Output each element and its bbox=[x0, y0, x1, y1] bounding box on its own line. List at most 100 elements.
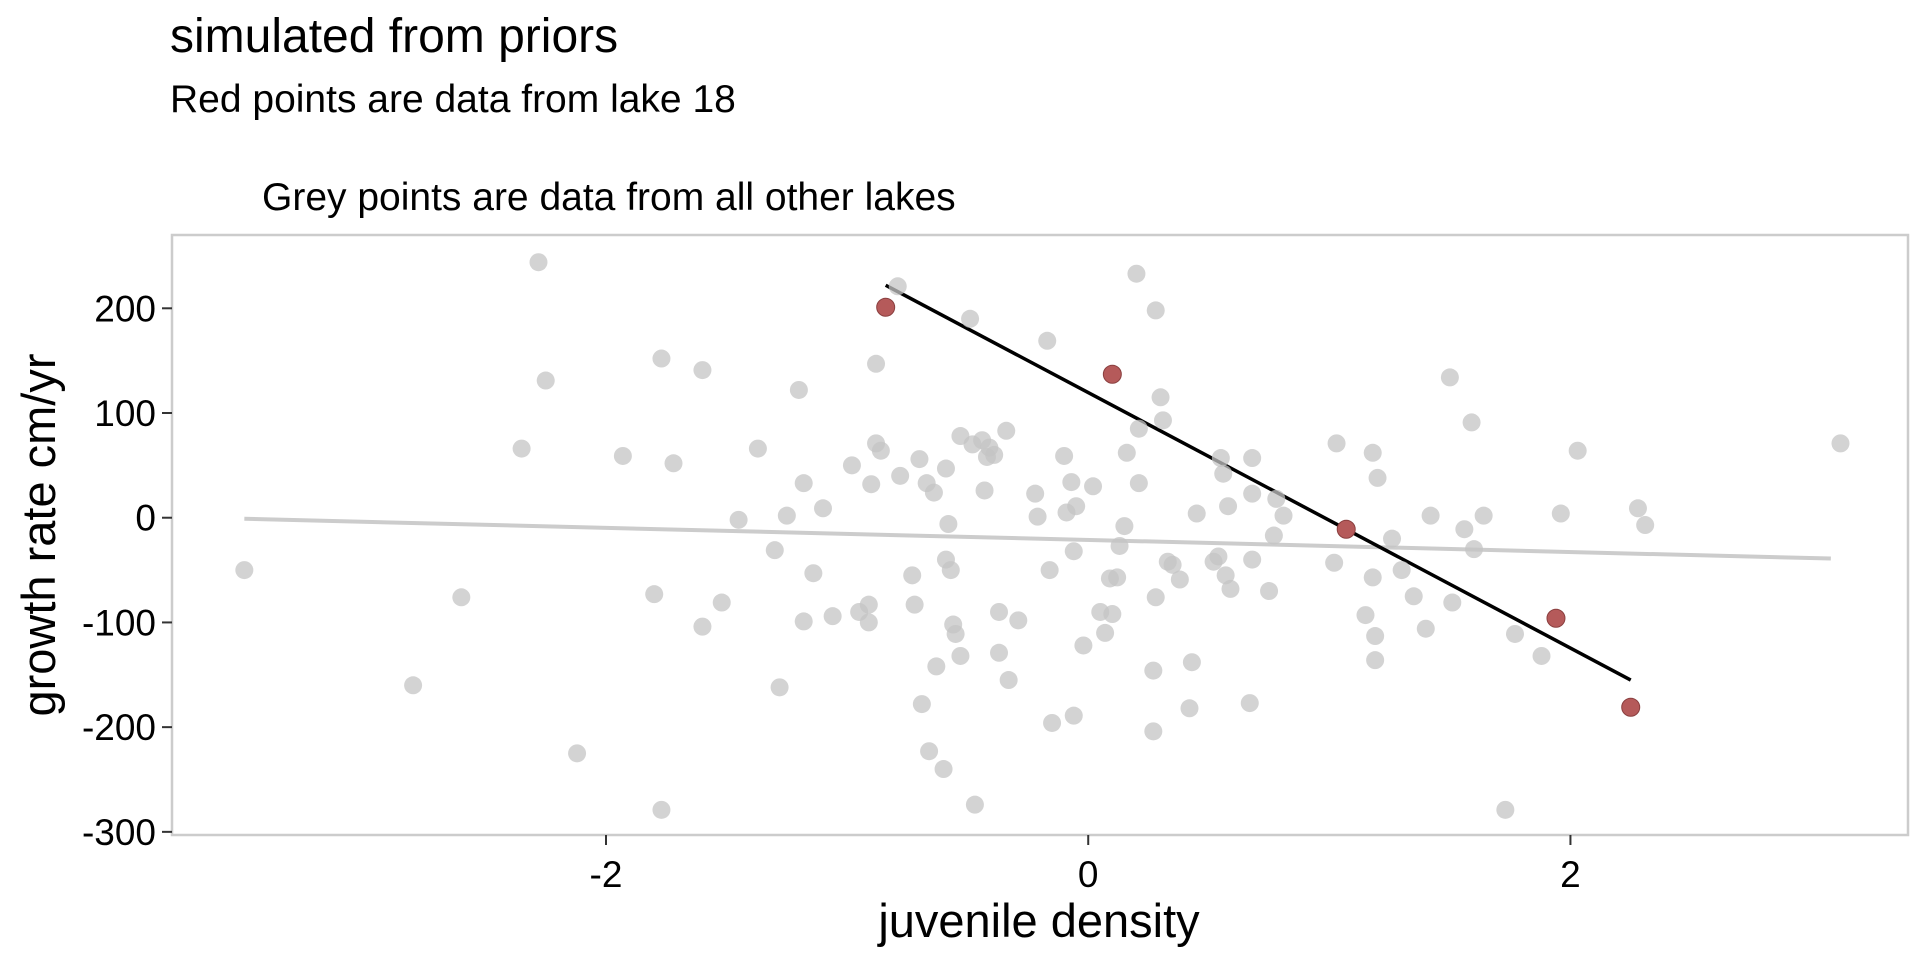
other-lake-point bbox=[1062, 473, 1081, 492]
other-lake-point bbox=[936, 459, 955, 478]
other-lake-point bbox=[934, 760, 953, 779]
other-lake-point bbox=[1009, 611, 1028, 630]
lake-18-point bbox=[1621, 697, 1641, 717]
other-lake-point bbox=[512, 439, 531, 458]
other-lake-point bbox=[1532, 646, 1551, 665]
other-lake-point bbox=[1144, 661, 1163, 680]
other-lake-point bbox=[941, 561, 960, 580]
other-lake-point bbox=[1474, 506, 1493, 525]
other-lake-point bbox=[1568, 441, 1587, 460]
other-lake-point bbox=[999, 671, 1018, 690]
other-lake-point bbox=[652, 349, 671, 368]
other-lake-point bbox=[1366, 627, 1385, 646]
other-lake-point bbox=[1356, 606, 1375, 625]
other-lake-point bbox=[1831, 434, 1850, 453]
other-lake-point bbox=[823, 607, 842, 626]
other-lake-point bbox=[804, 564, 823, 583]
other-lake-point bbox=[1129, 474, 1148, 493]
other-lake-point bbox=[975, 481, 994, 500]
other-lake-point bbox=[1363, 568, 1382, 587]
other-lake-point bbox=[997, 421, 1016, 440]
y-axis-label: growth rate cm/yr bbox=[12, 353, 65, 716]
other-lake-point bbox=[951, 646, 970, 665]
y-tick-label: 100 bbox=[94, 393, 156, 434]
other-lake-point bbox=[1219, 497, 1238, 516]
other-lake-point bbox=[1055, 446, 1074, 465]
other-lake-point bbox=[1274, 506, 1293, 525]
other-lake-point bbox=[404, 676, 423, 695]
other-lake-point bbox=[842, 456, 861, 475]
other-lake-point bbox=[536, 371, 555, 390]
lake-18-point bbox=[1102, 364, 1122, 384]
other-lake-point bbox=[1392, 561, 1411, 580]
other-lake-point bbox=[1103, 605, 1122, 624]
other-lake-point bbox=[946, 624, 965, 643]
other-lake-point bbox=[1636, 516, 1655, 535]
other-lake-point bbox=[693, 617, 712, 636]
other-lake-point bbox=[652, 800, 671, 819]
other-lake-point bbox=[1180, 699, 1199, 718]
other-lake-point bbox=[1404, 587, 1423, 606]
other-lake-point bbox=[985, 445, 1004, 464]
other-lake-point bbox=[777, 506, 796, 525]
other-lake-point bbox=[1327, 434, 1346, 453]
other-lake-point bbox=[1127, 264, 1146, 283]
chart-subtitle: Red points are data from lake 18 bbox=[170, 78, 736, 121]
other-lake-point bbox=[1443, 593, 1462, 612]
other-lake-point bbox=[664, 454, 683, 473]
inner-title: Grey points are data from all other lake… bbox=[262, 176, 956, 219]
other-lake-point bbox=[1267, 489, 1286, 508]
other-lakes-points bbox=[235, 253, 1850, 819]
other-lake-point bbox=[1260, 582, 1279, 601]
other-lake-point bbox=[1465, 540, 1483, 559]
other-lake-point bbox=[1366, 651, 1385, 670]
other-lake-point bbox=[1115, 517, 1134, 536]
other-lake-point bbox=[1146, 588, 1165, 607]
other-lake-point bbox=[789, 380, 808, 399]
other-lake-point bbox=[1221, 579, 1240, 598]
other-lake-point bbox=[1153, 411, 1172, 430]
other-lake-point bbox=[1243, 484, 1262, 503]
other-lake-point bbox=[794, 612, 813, 631]
other-lake-point bbox=[1074, 636, 1093, 655]
other-lake-point bbox=[1028, 507, 1047, 526]
other-lake-point bbox=[613, 446, 632, 465]
other-lake-point bbox=[1496, 800, 1515, 819]
other-lake-point bbox=[1170, 570, 1189, 589]
x-tick-label: 2 bbox=[1560, 854, 1581, 895]
other-lake-point bbox=[927, 657, 946, 676]
other-lake-point bbox=[1264, 526, 1283, 545]
other-lake-point bbox=[1243, 449, 1262, 468]
other-lake-point bbox=[871, 441, 890, 460]
y-tick-label: 0 bbox=[135, 498, 156, 539]
other-lake-point bbox=[1216, 566, 1235, 585]
other-lake-point bbox=[1209, 547, 1228, 566]
lake-18-point bbox=[1546, 608, 1566, 628]
other-lake-point bbox=[920, 742, 939, 761]
other-lake-point bbox=[1383, 529, 1402, 548]
other-lake-point bbox=[1026, 484, 1045, 503]
other-lake-point bbox=[1117, 443, 1136, 462]
x-axis: -2 0 2 bbox=[590, 835, 1581, 895]
other-lake-point bbox=[1108, 568, 1127, 587]
other-lake-point bbox=[1440, 368, 1459, 387]
other-lake-point bbox=[1416, 619, 1435, 638]
other-lake-point bbox=[910, 450, 929, 469]
other-lake-point bbox=[924, 483, 943, 502]
y-tick-label: -200 bbox=[82, 707, 156, 748]
other-lake-point bbox=[903, 566, 922, 585]
lake-18-point bbox=[876, 297, 896, 317]
lake-18-fit-line bbox=[884, 283, 1632, 682]
other-lake-point bbox=[990, 602, 1009, 621]
other-lake-point bbox=[1368, 468, 1387, 487]
other-lake-point bbox=[452, 588, 471, 607]
other-lake-point bbox=[814, 499, 832, 518]
other-lake-point bbox=[1040, 561, 1059, 580]
other-lake-point bbox=[1096, 623, 1115, 642]
other-lake-point bbox=[1214, 464, 1233, 483]
y-tick-label: -300 bbox=[82, 812, 156, 853]
other-lake-point bbox=[891, 466, 910, 485]
lake-18-point bbox=[1336, 519, 1356, 539]
other-lake-point bbox=[770, 678, 789, 697]
